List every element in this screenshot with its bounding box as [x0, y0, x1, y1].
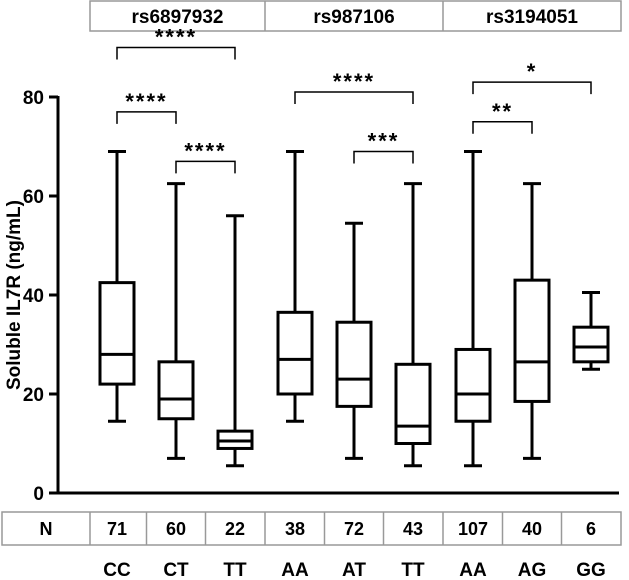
iqr-box — [98, 281, 136, 386]
y-axis: Soluble IL7R (ng/mL) 0 20 40 60 80 — [4, 88, 60, 505]
n-row-label: N — [40, 519, 53, 539]
boxes — [98, 149, 610, 468]
category-labels: CC CT TT AA AT TT AA AG GG — [103, 560, 606, 580]
n-value: 40 — [522, 519, 542, 539]
bracket-line — [175, 160, 236, 174]
x-tick-label: AT — [342, 560, 366, 580]
significance-label: **** — [125, 89, 167, 114]
significance-label: **** — [184, 138, 226, 163]
y-tick-label: 20 — [23, 385, 44, 406]
box-aa — [276, 149, 314, 423]
box-aa — [454, 149, 492, 468]
bracket-line — [472, 121, 533, 134]
significance-label: **** — [333, 69, 375, 94]
significance-bracket: ** — [472, 99, 533, 134]
significance-bracket: **** — [175, 138, 236, 174]
box-cc — [98, 149, 136, 423]
n-value: 60 — [166, 519, 186, 539]
n-value: 71 — [107, 519, 127, 539]
x-tick-label: GG — [576, 560, 606, 580]
n-value: 6 — [586, 519, 596, 539]
significance-bracket: * — [472, 59, 592, 95]
y-tick-label: 60 — [23, 187, 44, 208]
x-tick-label: CT — [163, 560, 189, 580]
significance-label: * — [527, 59, 538, 84]
n-value: 107 — [458, 519, 488, 539]
snp-label: rs987106 — [313, 7, 394, 28]
iqr-box — [335, 320, 373, 408]
bracket-line — [353, 150, 414, 164]
x-tick-label: TT — [401, 560, 425, 580]
significance-label: *** — [368, 128, 400, 153]
y-tick-label: 40 — [23, 286, 44, 307]
y-tick-label: 80 — [23, 88, 44, 109]
significance-bracket: **** — [294, 69, 414, 105]
box-ag — [513, 182, 551, 460]
box-tt — [394, 182, 432, 468]
iqr-box — [157, 360, 195, 421]
significance-brackets: ********************** — [116, 25, 592, 174]
iqr-box — [276, 310, 314, 396]
iqr-box — [454, 347, 492, 423]
significance-bracket: **** — [116, 89, 177, 124]
iqr-box — [394, 362, 432, 445]
box-gg — [572, 291, 610, 371]
n-table: N 71 60 22 38 72 43 107 40 6 — [1, 511, 622, 546]
n-value: 72 — [344, 519, 364, 539]
x-tick-label: AA — [281, 560, 309, 580]
iqr-box — [572, 325, 610, 364]
x-tick-label: CC — [103, 560, 131, 580]
n-value: 22 — [225, 519, 245, 539]
n-value: 38 — [285, 519, 305, 539]
bracket-line — [116, 111, 177, 124]
bracket-line — [472, 81, 592, 95]
x-tick-label: AA — [459, 560, 487, 580]
significance-label: ** — [492, 99, 513, 124]
x-tick-label: TT — [223, 560, 247, 580]
significance-label: **** — [155, 25, 197, 50]
snp-label: rs3194051 — [486, 7, 578, 28]
header-frame — [89, 0, 622, 32]
significance-bracket: *** — [353, 128, 414, 164]
y-tick-label: 0 — [33, 484, 44, 505]
snp-label: rs6897932 — [132, 7, 224, 28]
box-tt — [216, 214, 254, 468]
y-axis-label: Soluble IL7R (ng/mL) — [4, 200, 25, 390]
box-at — [335, 221, 373, 460]
snp-header: rs6897932 rs987106 rs3194051 — [89, 0, 622, 32]
iqr-box — [513, 278, 551, 403]
n-value: 43 — [403, 519, 423, 539]
x-tick-label: AG — [518, 560, 547, 580]
n-table-frame — [1, 511, 622, 546]
bracket-line — [116, 46, 236, 60]
bracket-line — [294, 91, 414, 105]
box-ct — [157, 182, 195, 460]
significance-bracket: **** — [116, 25, 236, 60]
